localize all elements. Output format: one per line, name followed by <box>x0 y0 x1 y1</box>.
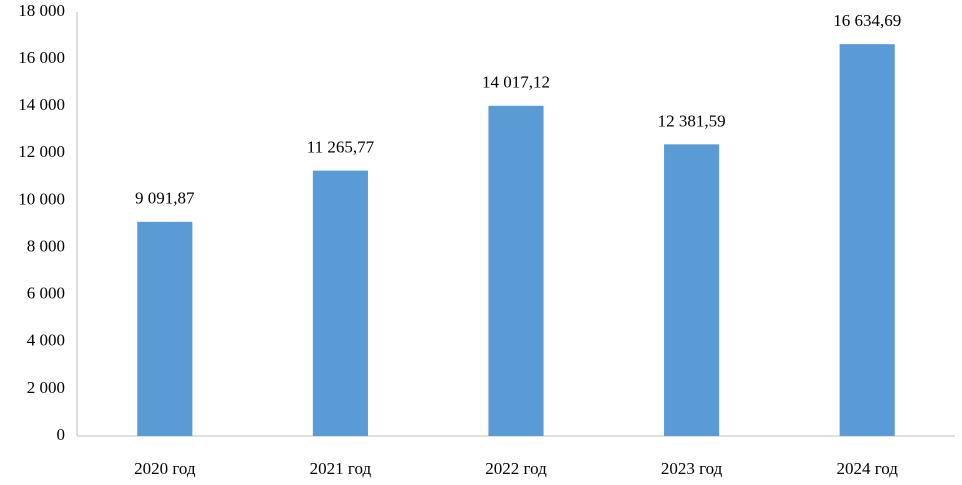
y-tick-label: 14 000 <box>18 95 65 114</box>
x-tick-label: 2020 год <box>134 459 196 478</box>
x-tick-label: 2023 год <box>661 459 723 478</box>
y-tick-label: 16 000 <box>18 48 65 67</box>
y-tick-label: 0 <box>57 425 66 444</box>
x-tick-label: 2021 год <box>310 459 372 478</box>
x-tick-label: 2022 год <box>485 459 547 478</box>
value-label: 16 634,69 <box>833 11 901 30</box>
bar <box>488 105 544 436</box>
bar <box>664 144 720 436</box>
value-label: 14 017,12 <box>482 73 550 92</box>
y-tick-label: 18 000 <box>18 1 65 20</box>
x-tick-label: 2024 год <box>836 459 898 478</box>
value-label: 12 381,59 <box>658 111 726 130</box>
bar <box>839 44 895 436</box>
y-tick-label: 2 000 <box>27 378 65 397</box>
y-tick-label: 10 000 <box>18 189 65 208</box>
value-label: 9 091,87 <box>135 189 195 208</box>
y-tick-label: 4 000 <box>27 331 65 350</box>
value-label: 11 265,77 <box>307 138 375 157</box>
y-tick-label: 6 000 <box>27 284 65 303</box>
bar <box>137 221 193 436</box>
bar <box>312 170 368 436</box>
y-tick-label: 12 000 <box>18 142 65 161</box>
y-tick-label: 8 000 <box>27 236 65 255</box>
